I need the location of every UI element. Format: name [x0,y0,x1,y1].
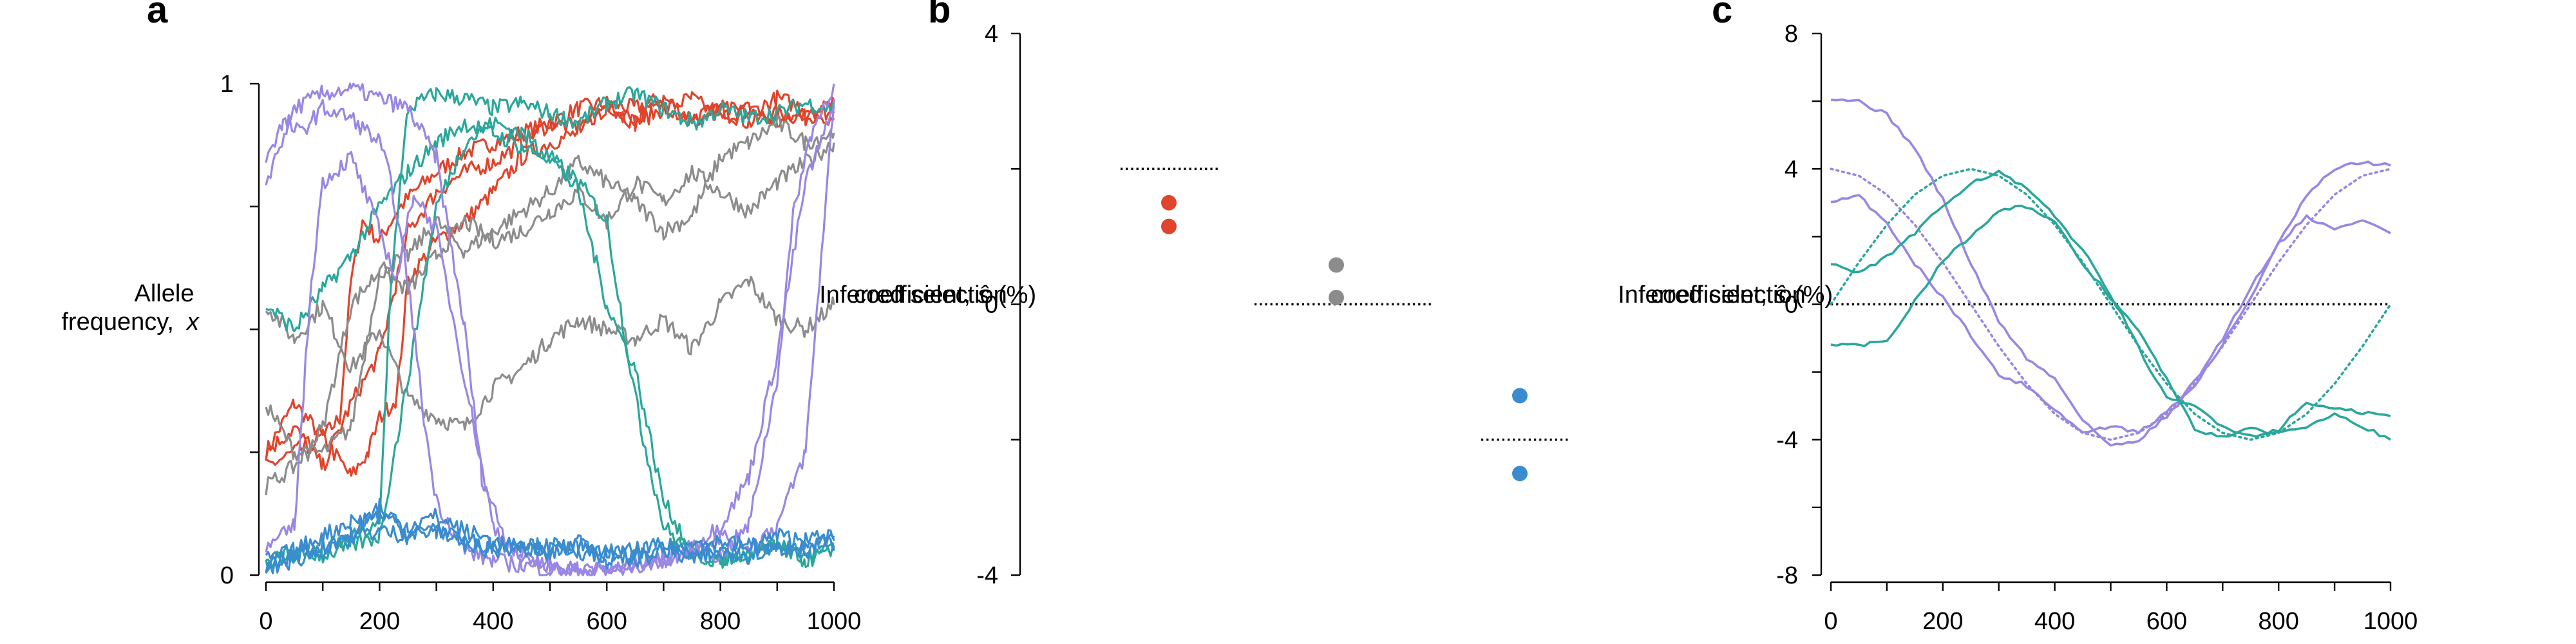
panel-c-y-tick-label: -8 [1776,562,1798,589]
panel-c-letter: c [1712,0,1732,31]
inferred-point-red-0 [1161,194,1177,211]
panel-a: a Allele frequency, x 0 1 0 200 400 600 800 100… [61,0,861,635]
trajectory-gray-4 [265,115,835,462]
panel-a-trajectories [265,82,835,576]
panel-c-x-tick-label: 200 [1922,608,1963,635]
panel-a-ylabel-line1: Allele [135,280,194,307]
panel-a-ylabel-var: x [185,308,200,336]
inferred-point-blue-1 [1512,466,1528,482]
trajectory-blue-14 [265,507,835,570]
panel-c-x-tick-label: 400 [2034,608,2075,635]
panel-c-ylabel-line1: Inferred selection [1618,281,1806,308]
panel-b-y-tick-label: 4 [985,21,998,48]
panel-c-x-tick-label: 1000 [2363,608,2418,635]
panel-c-y-tick-label: 8 [1785,21,1798,48]
panel-c-x-tick-label: 0 [1824,608,1837,635]
panel-a-y-tick-label: 0 [220,562,234,589]
panel-b: b Inferred selection coefficient, ŝ (%) … [819,0,1569,589]
inferred-point-blue-0 [1512,388,1528,404]
inferred-point-red-1 [1161,218,1177,234]
trajectory-red-2 [265,90,835,471]
trajectory-purple-10 [265,83,835,576]
panel-a-x-tick-label: 600 [586,608,627,635]
trajectory-teal-8 [265,117,835,572]
panel-a-x-tick-label: 1000 [807,608,862,635]
panel-c: c Inferred selection coefficient, ŝ (%) … [1618,0,2418,635]
panel-a-ylabel-line2: frequency, [61,308,174,336]
panel-b-y-tick-label: 0 [985,292,998,319]
panel-c-x-tick-label: 600 [2146,608,2187,635]
trajectory-purple-11 [265,108,835,576]
trajectory-teal-7 [265,118,835,569]
panel-b-ylabel-line2: coefficient, [854,281,971,308]
panel-c-ylabel-var: ŝ [1774,281,1786,308]
panel-c-lines [1830,98,2392,447]
trajectory-teal-6 [265,86,835,569]
inferred-point-gray-0 [1329,257,1344,273]
trajectory-red-1 [265,91,835,477]
panel-a-x-tick-label: 400 [473,608,513,635]
panel-c-ylabel-line2: coefficient, [1651,281,1767,308]
true-curve-teal [1830,167,2392,441]
inferred-curve-purple-1 [1830,194,2391,434]
panel-a-x-tick-label: 800 [700,608,741,635]
true-curve-purple [1830,167,2392,441]
panel-b-axes: -4 0 4 [976,21,1021,589]
inferred-point-gray-1 [1329,289,1344,305]
panel-b-y-tick-label: -4 [976,562,998,589]
panel-a-axes: 0 1 0 200 400 600 800 1000 [220,71,861,635]
panel-b-marks [1121,167,1569,482]
panel-b-ylabel-line1: Inferred selection [819,281,1007,308]
panel-b-letter: b [928,0,951,31]
panel-c-y-tick-label: 4 [1785,156,1798,183]
panel-c-x-tick-label: 800 [2258,608,2298,635]
panel-c-y-tick-label: 0 [1785,292,1798,319]
inferred-curve-teal-3 [1830,204,2391,441]
panel-a-y-tick-label: 1 [220,71,234,98]
trajectory-gray-3 [265,276,835,431]
inferred-curve-purple-0 [1830,98,2391,447]
panel-c-y-tick-label: -4 [1776,427,1798,454]
panel-a-letter: a [147,0,168,31]
inferred-curve-teal-2 [1830,169,2391,438]
panel-b-ylabel-var: ŝ [978,281,990,308]
panel-a-x-tick-label: 0 [259,608,272,635]
trajectory-gray-5 [265,142,835,496]
panel-c-axes: -8 -4 0 4 8 0 200 400 600 800 1000 [1776,21,2418,635]
panel-a-x-tick-label: 200 [359,608,400,635]
